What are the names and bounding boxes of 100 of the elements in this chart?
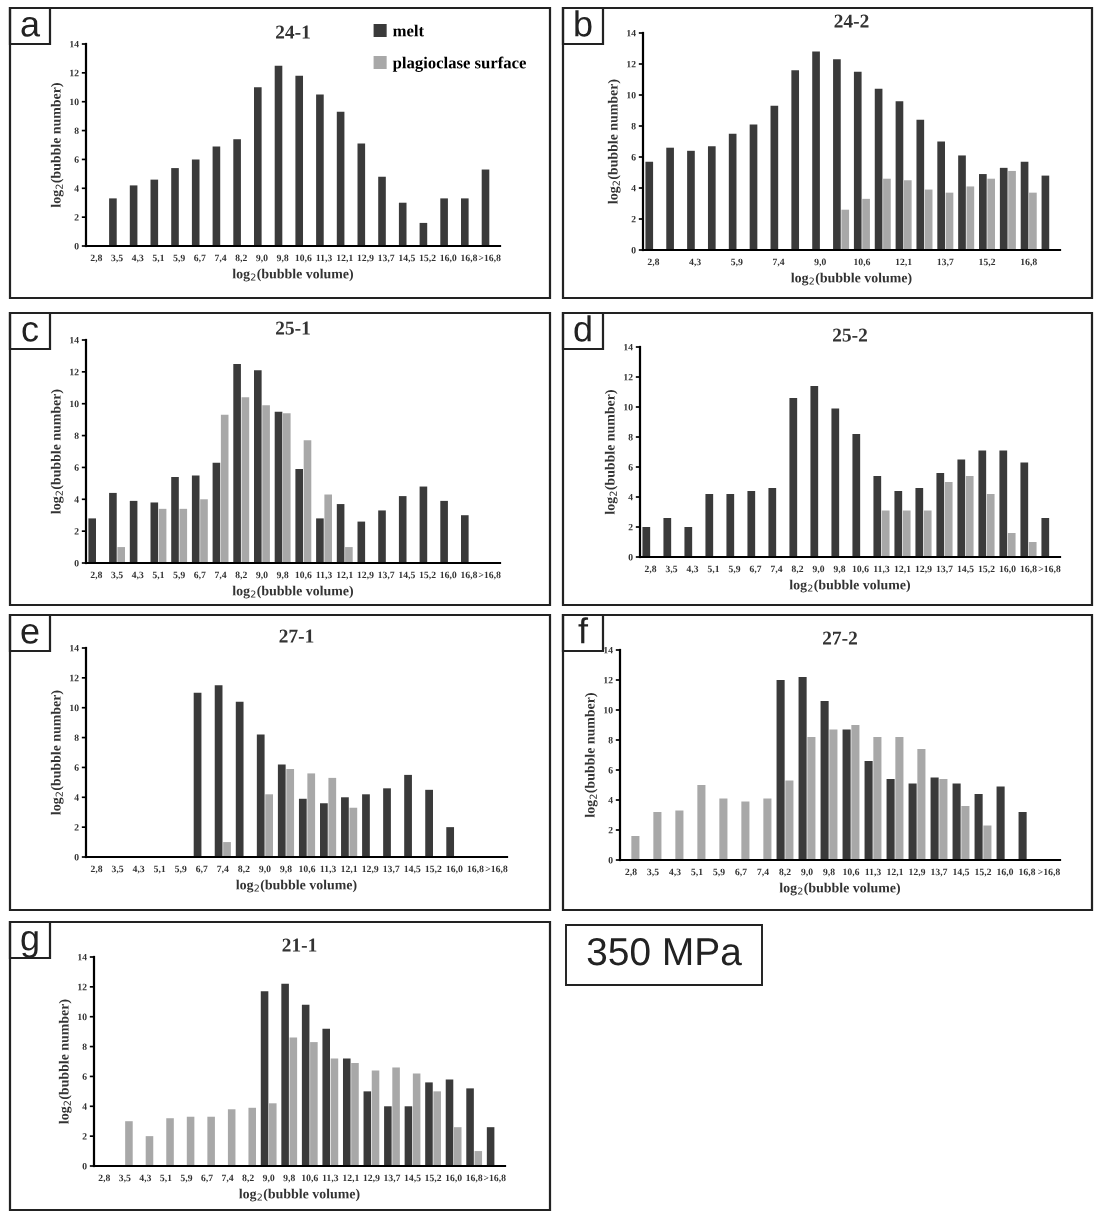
y-tick-label: 2: [628, 523, 633, 531]
bar: [705, 494, 714, 557]
bar: [833, 59, 841, 250]
bar: [916, 119, 925, 250]
bar: [791, 70, 800, 250]
bar: [233, 363, 241, 563]
bar: [864, 761, 873, 860]
bar: [908, 783, 917, 860]
x-tick-label: 3,5: [111, 571, 123, 580]
x-tick-label: 12,9: [357, 571, 374, 580]
bar: [212, 462, 221, 563]
bar: [852, 434, 861, 557]
x-axis-title: log$_{2}$(bubble volume): [236, 879, 357, 893]
x-tick-label: 6,7: [201, 1174, 213, 1183]
chart-title: 25-1: [276, 321, 310, 335]
x-tick-label: 5,9: [731, 258, 743, 267]
x-tick-label: 8,2: [235, 254, 247, 263]
y-tick-label: 12: [70, 674, 79, 682]
bar: [440, 500, 448, 563]
x-tick-label: 8,2: [242, 1174, 254, 1183]
bar: [841, 209, 850, 250]
y-tick-label: 6: [82, 1073, 87, 1080]
bar: [207, 1116, 215, 1166]
y-tick-label: 2: [608, 826, 613, 834]
bar: [282, 413, 291, 563]
bar: [719, 798, 728, 860]
text: 350 MPa: [587, 937, 742, 966]
bar: [322, 1028, 330, 1166]
x-tick-label: 5,9: [173, 254, 185, 263]
bar: [129, 185, 138, 246]
text: g: [21, 930, 38, 958]
bar: [1008, 170, 1016, 250]
bar: [342, 1058, 351, 1166]
bar: [262, 405, 270, 563]
bar: [383, 788, 391, 857]
x-tick-label: 11,3: [865, 868, 881, 877]
bar: [952, 783, 961, 860]
bar: [481, 169, 490, 246]
bar: [425, 789, 433, 857]
bar: [357, 143, 366, 246]
bar: [707, 146, 716, 250]
x-tick-label: 12,1: [337, 571, 353, 580]
x-tick-label: 5,1: [691, 868, 703, 877]
x-tick-label: 16,8: [467, 865, 484, 874]
x-tick-label: 10,6: [295, 254, 312, 263]
x-tick-label: >16,8: [1038, 565, 1061, 574]
x-tick-label: 14,5: [957, 565, 974, 574]
y-tick-label: 2: [631, 215, 636, 223]
bar: [419, 486, 428, 563]
bar: [957, 459, 966, 557]
chart-title: 24-1: [276, 25, 310, 39]
bar: [150, 502, 159, 563]
x-tick-label: >16,8: [485, 865, 508, 874]
bar: [256, 734, 265, 857]
bar: [726, 494, 735, 557]
bar: [274, 65, 283, 246]
bar: [999, 450, 1008, 557]
y-tick-label: 10: [70, 400, 79, 408]
x-tick-label: 7,4: [770, 565, 783, 574]
x-tick-label: 16,8: [1020, 565, 1037, 574]
x-tick-label: 14,5: [404, 1174, 421, 1183]
x-tick-label: 13,7: [378, 254, 395, 263]
y-tick-label: 2: [74, 824, 79, 831]
bar: [330, 1058, 339, 1166]
y-tick-label: 14: [78, 953, 87, 961]
y-tick-label: 4: [631, 184, 636, 192]
bar: [260, 991, 269, 1166]
bar: [398, 496, 407, 563]
x-tick-label: 12,9: [909, 868, 926, 877]
x-tick-label: 5,1: [152, 254, 165, 263]
bar: [974, 794, 983, 860]
bar: [425, 1082, 433, 1166]
legend-label: plagioclase surface: [392, 56, 526, 72]
bar: [939, 779, 948, 860]
x-tick-label: 6,7: [735, 868, 747, 877]
bar: [873, 737, 882, 860]
bar: [958, 155, 966, 250]
x-tick-label: 9,0: [262, 1174, 275, 1183]
y-tick-label: 4: [628, 493, 633, 501]
x-tick-label: 7,4: [215, 571, 227, 580]
bar: [728, 133, 737, 250]
bar: [200, 499, 208, 563]
x-tick-label: 4,3: [669, 868, 681, 877]
bar: [642, 527, 651, 557]
bar: [125, 1121, 133, 1166]
x-tick-label: 15,2: [419, 571, 436, 580]
bar: [412, 1073, 421, 1166]
x-tick-label: 2,8: [644, 565, 657, 574]
bar: [145, 1136, 154, 1166]
x-tick-label: 14,5: [404, 865, 421, 874]
y-tick-label: 10: [70, 98, 79, 106]
bar: [684, 527, 693, 557]
bar: [117, 547, 125, 563]
bar: [1020, 462, 1029, 557]
x-tick-label: 10,6: [852, 565, 869, 574]
bar: [88, 518, 97, 563]
x-tick-label: 4,3: [131, 571, 144, 580]
bar: [631, 836, 640, 860]
bar: [873, 476, 882, 557]
text: a: [21, 16, 41, 37]
